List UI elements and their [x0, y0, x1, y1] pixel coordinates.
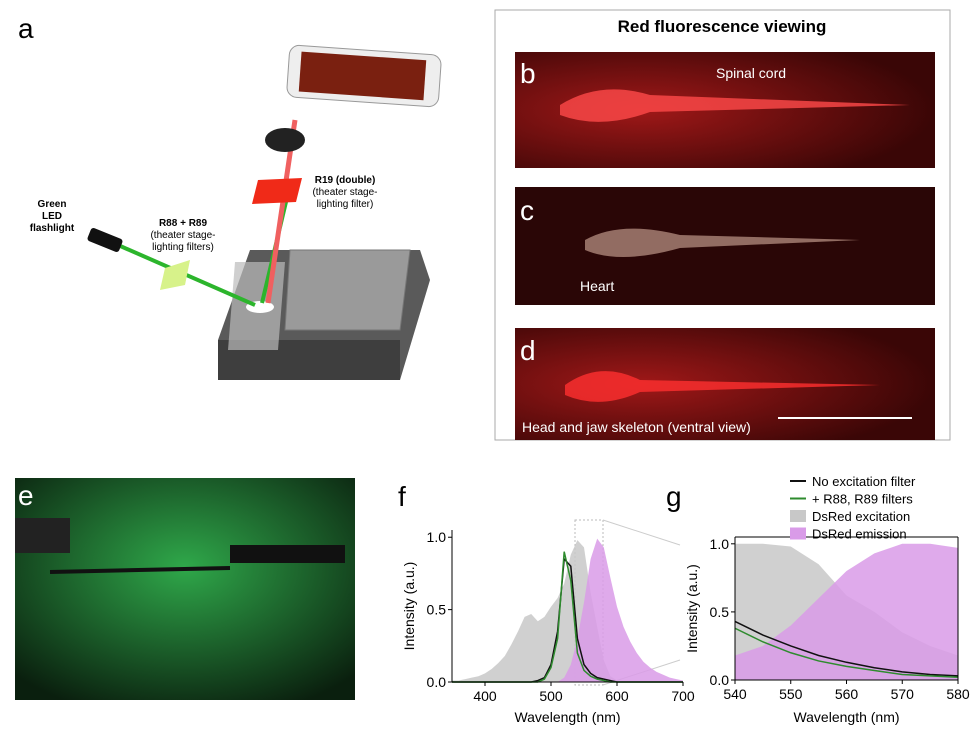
- panel-label: g: [666, 481, 682, 512]
- zoom-line: [603, 520, 680, 545]
- setup-label: Green: [38, 199, 67, 210]
- y-tick-label: 0.5: [710, 604, 730, 620]
- panel-label: a: [18, 13, 34, 44]
- panel-label: b: [520, 58, 536, 89]
- x-axis-label: Wavelength (nm): [514, 709, 620, 725]
- x-tick-label: 500: [539, 688, 563, 704]
- photo: [15, 478, 355, 700]
- y-tick-label: 1.0: [427, 529, 447, 545]
- panel-label: d: [520, 335, 536, 366]
- x-tick-label: 570: [891, 686, 915, 702]
- x-tick-label: 580: [946, 686, 970, 702]
- setup-label: lighting filters): [152, 242, 214, 253]
- legend-swatch: [790, 528, 806, 540]
- annotation: Head and jaw skeleton (ventral view): [522, 419, 751, 435]
- setup-label: R19 (double): [315, 175, 376, 186]
- setup-diagram: [87, 45, 442, 380]
- viewing-title: Red fluorescence viewing: [618, 17, 827, 36]
- panel-label: c: [520, 195, 534, 226]
- setup-label: LED: [42, 211, 62, 222]
- y-tick-label: 0.5: [427, 602, 447, 618]
- legend-label: + R88, R89 filters: [812, 492, 913, 507]
- y-axis-label: Intensity (a.u.): [684, 564, 700, 653]
- panel-label: f: [398, 481, 406, 512]
- setup-label: lighting filter): [317, 199, 374, 210]
- figure: Red fluorescence viewing Spinal cord Hea…: [0, 0, 974, 727]
- area: [452, 540, 683, 682]
- panel-label: e: [18, 480, 34, 511]
- y-tick-label: 0.0: [710, 672, 730, 688]
- x-tick-label: 600: [605, 688, 629, 704]
- photo-object: [230, 545, 345, 563]
- x-tick-label: 540: [723, 686, 747, 702]
- y-tick-label: 1.0: [710, 536, 730, 552]
- y-axis-label: Intensity (a.u.): [401, 562, 417, 651]
- x-tick-label: 560: [835, 686, 859, 702]
- annotation: Heart: [580, 278, 614, 294]
- x-axis-label: Wavelength (nm): [793, 709, 899, 725]
- photo-object: [15, 518, 70, 553]
- legend-label: DsRed excitation: [812, 509, 910, 524]
- setup-label: (theater stage-: [150, 230, 215, 241]
- setup-label: R88 + R89: [159, 218, 208, 229]
- annotation: Spinal cord: [716, 65, 786, 81]
- legend-label: No excitation filter: [812, 474, 916, 489]
- y-tick-label: 0.0: [427, 674, 447, 690]
- setup-label: (theater stage-: [312, 187, 377, 198]
- x-tick-label: 550: [779, 686, 803, 702]
- legend-swatch: [790, 510, 806, 522]
- x-tick-label: 700: [671, 688, 695, 704]
- x-tick-label: 400: [473, 688, 497, 704]
- setup-label: flashlight: [30, 223, 75, 234]
- legend-label: DsRed emission: [812, 527, 907, 542]
